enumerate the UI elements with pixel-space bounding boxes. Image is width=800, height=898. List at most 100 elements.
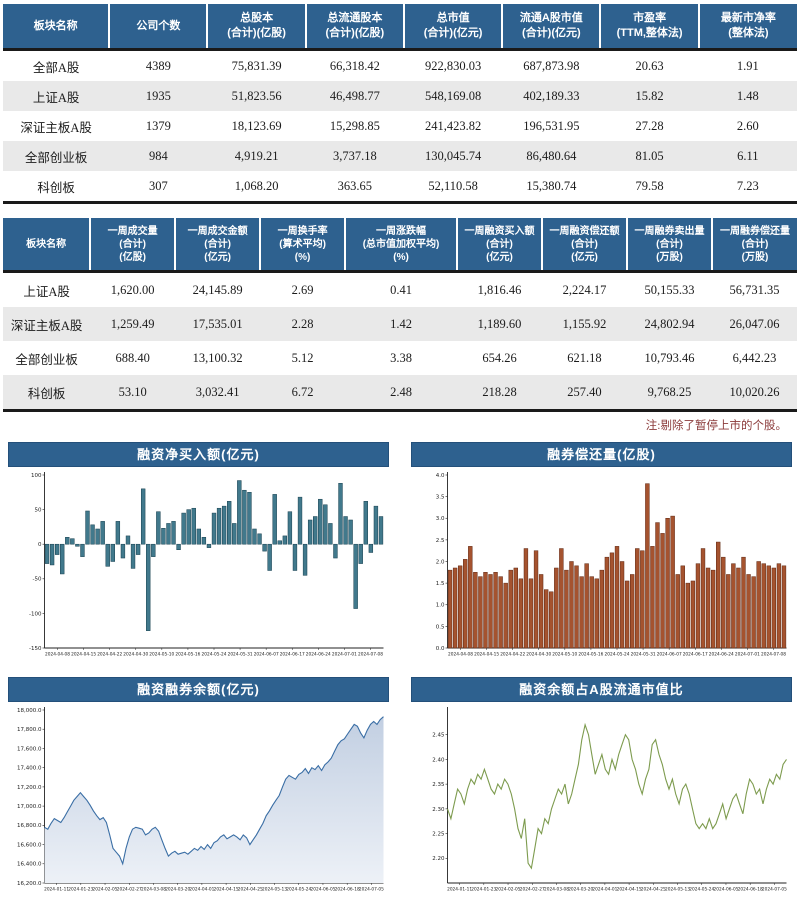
bar — [630, 574, 635, 649]
cell-value: 17,535.01 — [192, 316, 243, 331]
bar — [358, 543, 363, 564]
bar — [473, 572, 478, 649]
y-tick-label: 4.0 — [436, 473, 445, 479]
x-tick-label: 2024-06-17 — [280, 652, 305, 658]
cell-value: 548,169.08 — [424, 88, 482, 103]
x-tick-label: 2024-06-07 — [657, 652, 682, 658]
y-tick-label: 0 — [38, 542, 42, 548]
cell-value: 53.10 — [118, 384, 147, 399]
bar — [328, 523, 333, 545]
row-label: 全部创业板 — [15, 352, 78, 367]
table-row: 深证主板A股 1,259.49 17,535.01 2.28 1.42 1,189.60 1… — [3, 307, 797, 341]
bar — [151, 543, 156, 557]
bar — [333, 543, 338, 559]
bar — [685, 582, 691, 649]
bar — [665, 518, 670, 649]
y-tick-label: 17,200.0 — [17, 785, 42, 791]
bar — [378, 516, 384, 545]
bar — [609, 552, 615, 649]
bar — [498, 576, 503, 649]
margin-balance-area-chart: 18,000.0 17,800.0 17,600.0 17,400.0 17,200.0… — [8, 702, 389, 898]
bar — [221, 505, 227, 545]
table-header-row: 板块名称 一周成交量 (合计) (亿股) 一周成交金额 (合计) (亿元) 一周换手率… — [3, 218, 797, 272]
cell-value: 13,100.32 — [192, 350, 243, 365]
cell-value: 52,110.58 — [428, 178, 478, 193]
cell-value: 1.48 — [736, 88, 759, 103]
bar — [146, 543, 151, 631]
bar — [554, 567, 559, 649]
row-label: 深证主板A股 — [20, 120, 92, 135]
y-tick-label: 100 — [31, 473, 42, 479]
bar — [635, 548, 640, 649]
y-tick-label: 17,400.0 — [17, 766, 42, 772]
x-tick-label: 2024-06-24 — [709, 652, 734, 658]
cell-value: 2.28 — [291, 316, 314, 331]
bar — [135, 543, 141, 555]
bar — [125, 535, 131, 545]
cell-value: 3,032.41 — [195, 384, 240, 399]
x-tick-label: 2024-07-08 — [761, 652, 786, 658]
column-header: 一周融券偿还量 (合计) (万股) — [710, 218, 797, 272]
cell-value: 56,731.35 — [729, 282, 780, 297]
table-row: 上证A股 1,620.00 24,145.89 2.69 0.41 1,816.46 2,2… — [3, 271, 797, 307]
y-tick-label: 2.35 — [432, 782, 445, 788]
cell-value: 1,259.49 — [110, 316, 155, 331]
x-tick-label: 2024-04-15 — [474, 652, 499, 658]
bar — [227, 501, 232, 545]
y-tick-label: 0.0 — [436, 646, 445, 652]
cell-value: 2,224.17 — [562, 282, 607, 297]
cell-value: 3.38 — [390, 350, 412, 365]
cell-value: 15.82 — [635, 88, 664, 103]
bar — [690, 580, 696, 649]
bar — [297, 496, 303, 545]
x-tick-label: 2024-06-17 — [683, 652, 708, 658]
cell-value: 18,123.69 — [231, 118, 282, 133]
cell-value: 75,831.39 — [231, 58, 282, 73]
bar — [503, 582, 508, 649]
bar — [523, 548, 529, 649]
bar — [176, 543, 181, 550]
bar — [660, 533, 665, 649]
bar — [206, 543, 212, 548]
bar — [373, 505, 379, 545]
bar — [85, 510, 90, 545]
x-tick-label: 2024-06-24 — [306, 652, 331, 658]
cell-value: 6,442.23 — [732, 350, 777, 365]
bar — [589, 576, 594, 649]
cell-value: 2.69 — [291, 282, 314, 297]
column-header: 板块名称 — [3, 218, 91, 272]
bar — [705, 567, 711, 649]
bar — [115, 521, 121, 545]
cell-value: 24,145.89 — [192, 282, 243, 297]
column-header: 总市值 (合计)(亿元) — [402, 4, 503, 50]
bar — [216, 507, 222, 545]
cell-value: 621.18 — [567, 350, 602, 365]
column-header: 流通A股市值 (合计)(亿元) — [501, 4, 601, 50]
column-header: 总流通股本 (合计)(亿股) — [304, 4, 404, 50]
x-tick-label: 2024-06-05 — [311, 887, 336, 893]
bar — [110, 543, 115, 562]
bar — [675, 574, 680, 649]
bar — [186, 509, 191, 545]
x-tick-label: 2024-01-23 — [68, 887, 93, 893]
bar — [579, 576, 584, 649]
chart-title: 融资余额占A股流通市值比 — [411, 677, 792, 702]
column-header: 一周融资买入额 (合计) (亿元) — [456, 218, 542, 272]
column-header: 一周融资偿还额 (合计) (亿元) — [541, 218, 627, 272]
x-tick-label: 2024-01-11 — [447, 887, 472, 893]
bar — [181, 512, 186, 545]
y-tick-label: 3.0 — [436, 516, 445, 522]
cell-value: 984 — [148, 148, 168, 163]
bar — [478, 576, 483, 649]
y-tick-label: 0.5 — [436, 624, 445, 630]
x-tick-label: 2024-05-10 — [552, 652, 577, 658]
x-tick-label: 2024-04-15 — [214, 887, 239, 893]
bar — [262, 543, 267, 552]
cell-value: 3,737.18 — [332, 148, 377, 163]
cell-value: 6.72 — [291, 384, 314, 399]
bar — [776, 563, 782, 649]
bar — [65, 537, 70, 545]
x-tick-label: 2024-06-18 — [335, 887, 360, 893]
bar — [549, 591, 554, 649]
